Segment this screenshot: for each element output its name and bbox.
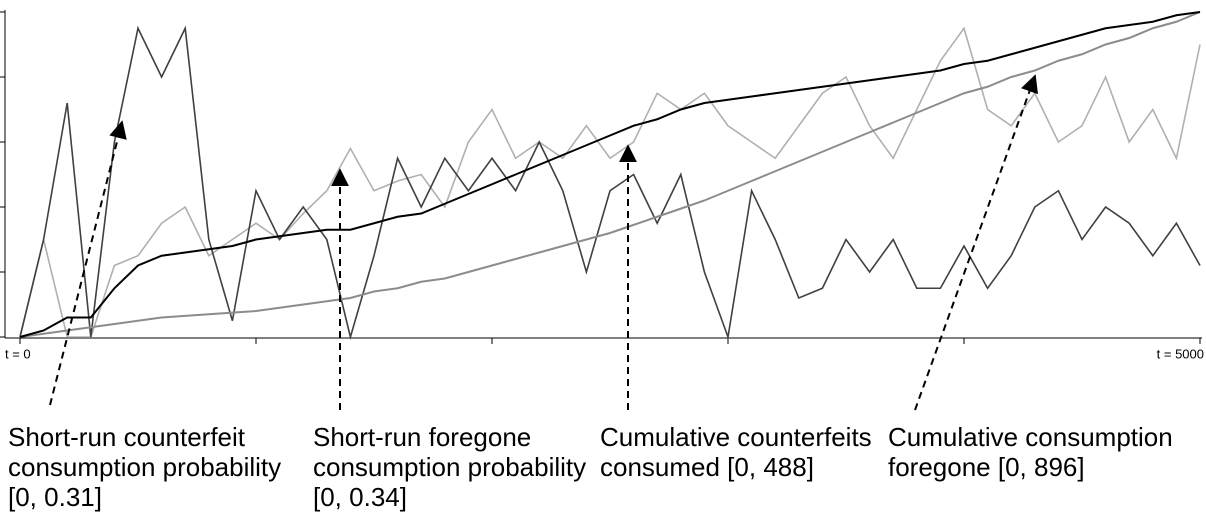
series-label: Short-run counterfeit consumption probab… (8, 422, 282, 512)
x-tick-label: t = 5000 (1157, 346, 1204, 361)
series-line (19, 25, 1201, 341)
series-line (19, 11, 1201, 338)
series-label: Cumulative counterfeits consumed [0, 488… (600, 422, 872, 482)
series-line (19, 11, 1201, 338)
annotation-arrow (49, 120, 127, 406)
x-tick-label: t = 0 (5, 346, 31, 361)
series-label: Cumulative consumption foregone [0, 896] (888, 422, 1173, 482)
series-line (19, 26, 1201, 338)
series-label: Short-run foregone consumption probabili… (313, 422, 587, 512)
